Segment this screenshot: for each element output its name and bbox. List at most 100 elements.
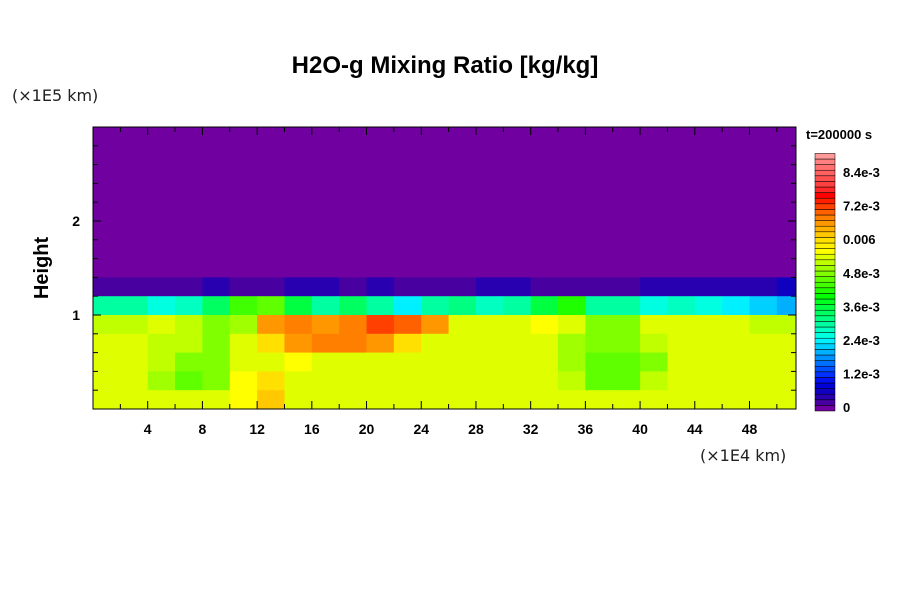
heatmap-cell xyxy=(202,221,231,241)
heatmap-cell xyxy=(421,258,450,278)
heatmap-cell xyxy=(120,221,149,241)
heatmap-cell xyxy=(147,333,176,354)
heatmap-cell xyxy=(530,145,559,166)
heatmap-cell xyxy=(311,390,340,409)
heatmap-cell xyxy=(694,315,723,335)
heatmap-cell xyxy=(776,164,796,184)
heatmap-cell xyxy=(749,221,778,241)
heatmap-cell xyxy=(612,333,641,354)
heatmap-cell xyxy=(530,183,559,203)
colorbar-level xyxy=(814,270,836,277)
heatmap-cell xyxy=(421,145,450,166)
heatmap-cell xyxy=(257,183,285,203)
heatmap-cell xyxy=(667,145,696,166)
heatmap-cell xyxy=(393,277,422,297)
heatmap-cell xyxy=(667,277,696,297)
heatmap-cell xyxy=(120,333,149,354)
heatmap-cell xyxy=(147,164,176,184)
heatmap-cell xyxy=(448,145,477,166)
heatmap-cell xyxy=(749,183,778,203)
colorbar-level xyxy=(814,192,836,199)
heatmap-cell xyxy=(202,315,231,335)
colorbar-label: 2.4e-3 xyxy=(843,333,880,348)
heatmap-cell xyxy=(284,277,313,297)
heatmap-cell xyxy=(257,277,285,297)
heatmap-cell xyxy=(366,183,395,203)
heatmap-cell xyxy=(503,221,532,241)
heatmap-cell xyxy=(640,183,668,203)
heatmap-cell xyxy=(147,127,176,147)
colorbar-level xyxy=(814,326,836,333)
x-tick-label: 36 xyxy=(578,421,594,437)
heatmap-cell xyxy=(120,239,149,260)
heatmap-cell xyxy=(229,183,258,203)
heatmap-cell xyxy=(530,315,559,335)
heatmap-cell xyxy=(257,258,285,278)
heatmap-cell xyxy=(722,296,750,316)
heatmap-cell xyxy=(475,352,504,372)
heatmap-cell xyxy=(421,183,450,203)
heatmap-cell xyxy=(120,127,149,147)
heatmap-cell xyxy=(339,164,368,184)
heatmap-cell xyxy=(585,221,614,241)
heatmap-cell xyxy=(229,145,258,166)
heatmap-cell xyxy=(448,352,477,372)
heatmap-cell xyxy=(585,164,614,184)
heatmap-cell xyxy=(722,221,750,241)
x-tick-label: 44 xyxy=(687,421,703,437)
heatmap-cell xyxy=(448,333,477,354)
heatmap-cell xyxy=(421,221,450,241)
heatmap-cell xyxy=(776,352,796,372)
heatmap-cell xyxy=(284,221,313,241)
heatmap-cell xyxy=(558,371,586,391)
colorbar-level xyxy=(814,371,836,378)
colorbar-level xyxy=(814,293,836,300)
colorbar-level xyxy=(814,388,836,395)
heatmap-cell xyxy=(93,239,121,260)
heatmap-cell xyxy=(339,333,368,354)
heatmap-cell xyxy=(147,296,176,316)
heatmap-cell xyxy=(667,127,696,147)
heatmap-cell xyxy=(175,239,203,260)
heatmap-cell xyxy=(147,315,176,335)
heatmap-cell xyxy=(147,258,176,278)
heatmap-cell xyxy=(147,352,176,372)
heatmap-cell xyxy=(776,296,796,316)
colorbar-level xyxy=(814,365,836,373)
heatmap-cell xyxy=(393,127,422,147)
colorbar: 0 1.2e-3 2.4e-3 3.6e-3 4.8e-3 0.006 7.2e-3 8.4e… xyxy=(814,153,880,415)
heatmap-cell xyxy=(640,371,668,391)
heatmap-cell xyxy=(366,296,395,316)
colorbar-level xyxy=(814,158,836,165)
colorbar-level xyxy=(814,209,836,216)
heatmap-cell xyxy=(311,239,340,260)
heatmap-cell xyxy=(503,202,532,222)
heatmap-cell xyxy=(120,145,149,166)
colorbar-level xyxy=(814,220,836,227)
x-tick-label: 24 xyxy=(413,421,429,437)
y-tick-label: 1 xyxy=(72,307,80,323)
heatmap-cell xyxy=(558,333,586,354)
heatmap-cell xyxy=(175,371,203,391)
heatmap-cell xyxy=(667,239,696,260)
heatmap-cell xyxy=(93,164,121,184)
heatmap-cell xyxy=(175,221,203,241)
colorbar-level xyxy=(814,349,836,356)
heatmap-cell xyxy=(202,333,231,354)
heatmap-cell xyxy=(393,221,422,241)
colorbar-level xyxy=(814,181,836,188)
heatmap-cell xyxy=(640,258,668,278)
heatmap-cell xyxy=(640,239,668,260)
heatmap-cell xyxy=(612,183,641,203)
heatmap-cell xyxy=(448,277,477,297)
heatmap-cell xyxy=(722,202,750,222)
x-tick-label: 20 xyxy=(359,421,375,437)
chart-title: H2O-g Mixing Ratio [kg/kg] xyxy=(292,52,599,79)
heatmap-cell xyxy=(339,277,368,297)
heatmap-cell xyxy=(503,258,532,278)
heatmap-cell xyxy=(339,371,368,391)
heatmap-cell xyxy=(147,221,176,241)
heatmap-cell xyxy=(475,390,504,409)
heatmap-cell xyxy=(147,371,176,391)
